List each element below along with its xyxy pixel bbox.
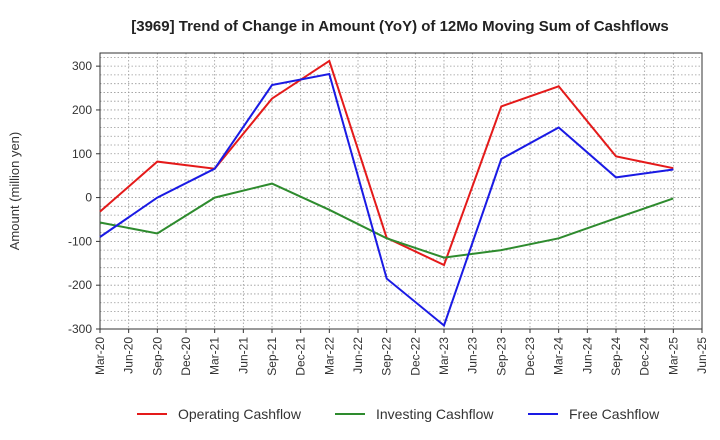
x-tick-label: Sep-22 — [380, 337, 394, 376]
x-tick-label: Jun-20 — [122, 337, 136, 374]
legend-label: Free Cashflow — [569, 406, 660, 422]
series-line-free-cashflow — [99, 72, 674, 328]
y-tick-label: 100 — [72, 147, 92, 161]
x-tick-label: Dec-21 — [294, 337, 308, 376]
y-tick-label: -300 — [68, 322, 92, 336]
x-tick-label: Sep-20 — [150, 337, 164, 376]
x-tick-label: Jun-21 — [236, 337, 250, 374]
x-tick-label: Sep-21 — [265, 337, 279, 376]
chart-title: [3969] Trend of Change in Amount (YoY) o… — [131, 18, 669, 35]
y-tick-label: -200 — [68, 278, 92, 292]
x-tick-label: Mar-21 — [208, 337, 222, 375]
series-line-investing-cashflow — [99, 182, 674, 259]
x-tick-label: Jun-24 — [580, 337, 594, 374]
x-tick-label: Dec-22 — [408, 337, 422, 376]
x-tick-label: Jun-23 — [466, 337, 480, 374]
x-tick-label: Dec-23 — [523, 337, 537, 376]
y-tick-label: 300 — [72, 59, 92, 73]
x-tick-label: Mar-25 — [666, 337, 680, 375]
y-tick-label: 0 — [85, 191, 92, 205]
x-tick-label: Sep-23 — [494, 337, 508, 376]
x-tick-label: Dec-20 — [179, 337, 193, 376]
legend: Operating Cashflow Investing Cashflow Free… — [137, 406, 660, 422]
grid — [99, 53, 703, 330]
x-tick-label: Sep-24 — [609, 337, 623, 376]
x-tick-label: Mar-22 — [322, 337, 336, 375]
y-axis-label: Amount (million yen) — [7, 132, 22, 251]
series-group — [99, 59, 674, 328]
x-tick-label: Jun-22 — [351, 337, 365, 374]
legend-label: Investing Cashflow — [376, 406, 494, 422]
y-tick-label: -100 — [68, 234, 92, 248]
x-tick-label: Dec-24 — [638, 337, 652, 376]
x-tick-label: Mar-20 — [93, 337, 107, 375]
legend-label: Operating Cashflow — [178, 406, 302, 422]
x-tick-label: Jun-25 — [695, 337, 709, 374]
x-tick-label: Mar-23 — [437, 337, 451, 375]
plot-frame — [99, 52, 703, 330]
y-tick-label: 200 — [72, 103, 92, 117]
x-tick-label: Mar-24 — [552, 337, 566, 375]
